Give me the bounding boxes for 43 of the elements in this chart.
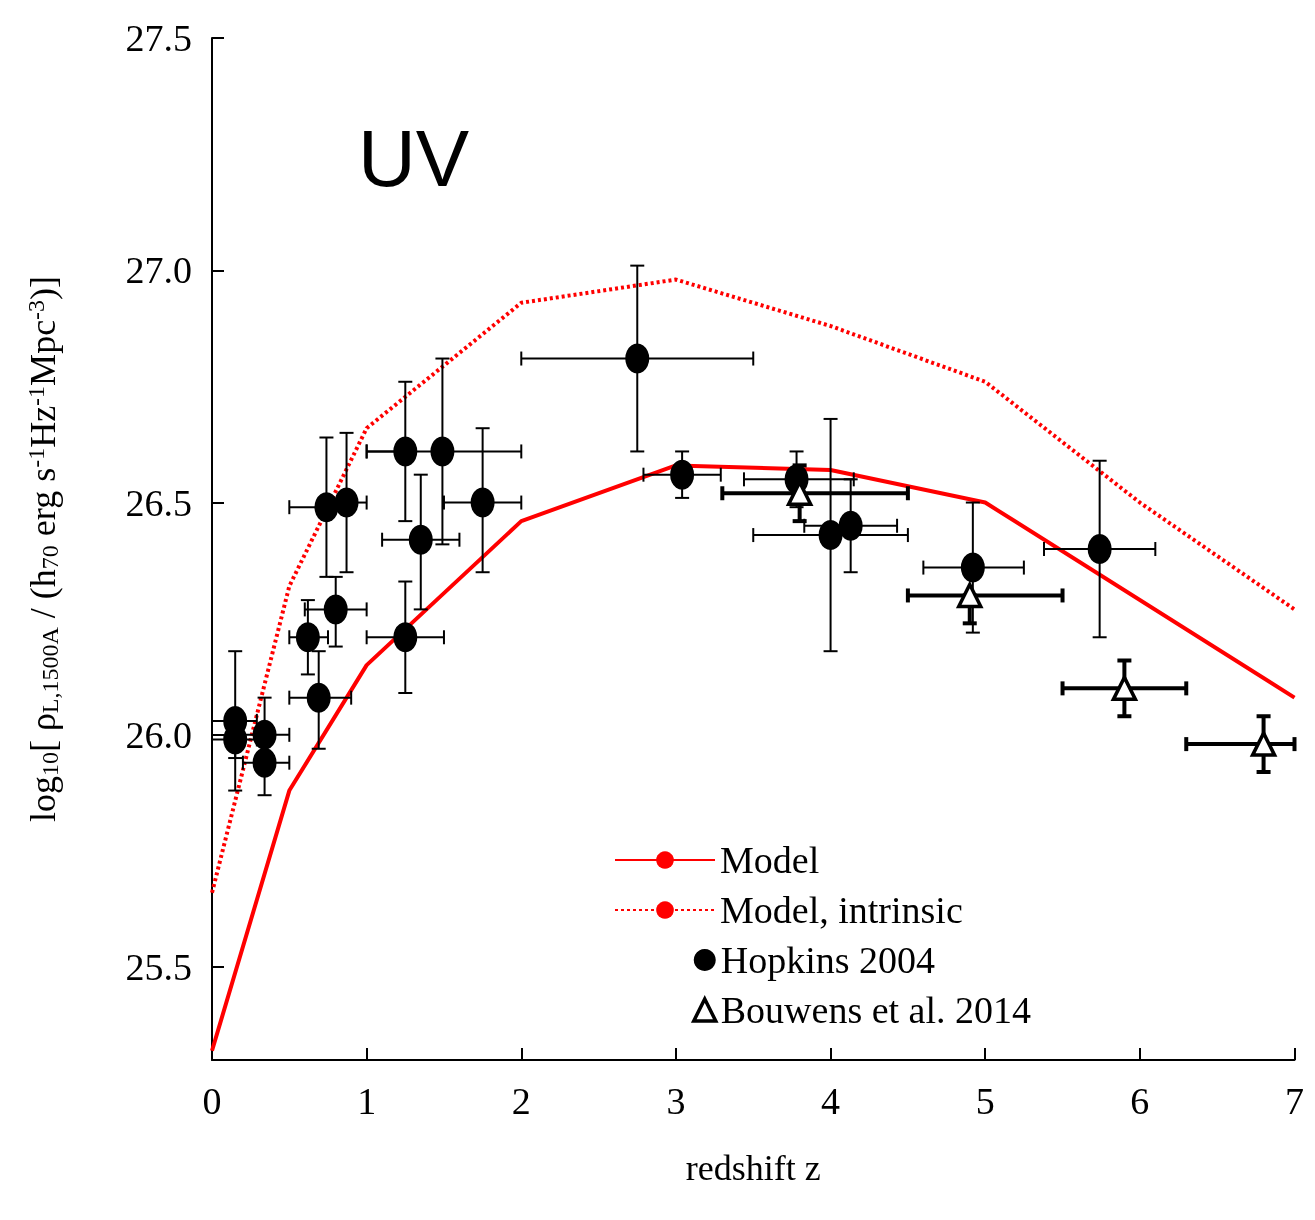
x-tick-label: 2 — [511, 1080, 531, 1122]
y-tick-label: 25.5 — [125, 946, 192, 989]
y-tick-label: 27.0 — [125, 249, 192, 292]
point — [470, 487, 495, 518]
point — [957, 582, 983, 609]
x-tick-label: 6 — [1130, 1080, 1150, 1122]
point — [408, 524, 433, 555]
legend-label: Model — [720, 839, 820, 881]
x-tick-label: 1 — [357, 1080, 377, 1122]
point — [323, 594, 348, 625]
point — [393, 622, 418, 653]
legend-label: Hopkins 2004 — [720, 939, 936, 981]
line-series — [210, 463, 1297, 1053]
point — [334, 487, 359, 518]
x-tick-label: 5 — [975, 1080, 995, 1122]
point — [670, 459, 695, 490]
point — [1087, 534, 1112, 564]
x-tick-label: 3 — [666, 1080, 686, 1122]
x-axis-title: redshift z — [685, 1148, 821, 1188]
annotation: UV — [358, 113, 470, 203]
point — [1111, 675, 1138, 702]
point — [625, 343, 650, 374]
y-tick-label: 26.0 — [125, 713, 192, 756]
point — [960, 552, 985, 583]
point — [252, 719, 277, 750]
point — [295, 622, 320, 653]
text: log10[ ρL,1500A / (h70 erg s-1Hz-1Mpc-3)] — [23, 275, 63, 823]
point — [430, 436, 455, 467]
point — [252, 747, 277, 778]
line-series — [210, 277, 1297, 895]
x-tick-label: 0 — [202, 1080, 222, 1122]
x-tick-label: 7 — [1285, 1080, 1304, 1122]
point — [393, 436, 418, 467]
x-tick-label: 4 — [821, 1080, 841, 1122]
point — [838, 510, 863, 541]
y-tick-label: 27.5 — [125, 17, 192, 59]
point — [314, 492, 339, 523]
point — [818, 520, 843, 551]
point — [1250, 731, 1277, 757]
point — [306, 682, 331, 713]
y-tick-label: 26.5 — [125, 481, 192, 524]
legend-label: Model, intrinsic — [720, 889, 963, 931]
legend-label: Bouwens et al. 2014 — [720, 989, 1032, 1031]
